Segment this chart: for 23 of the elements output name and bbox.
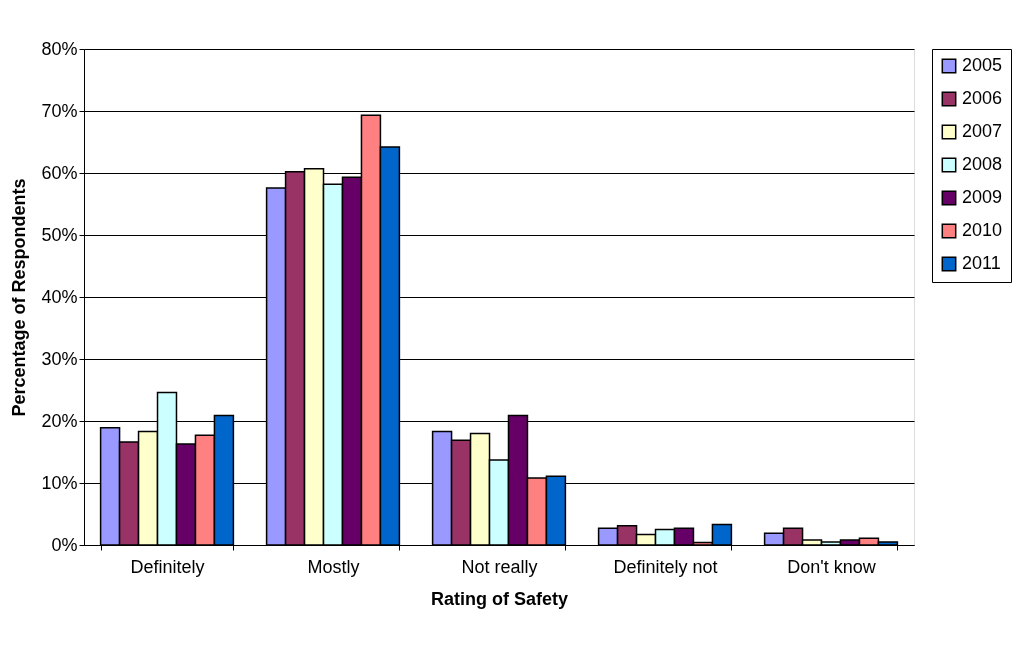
legend-label: 2007 [962,121,1003,141]
legend-label: 2006 [962,88,1003,108]
x-axis-title: Rating of Safety [430,588,569,609]
x-tick-label: Definitely [130,556,205,577]
y-tick-label: 80% [41,38,78,59]
y-tick-label: 40% [41,286,78,307]
y-tick-label: 30% [41,348,78,369]
y-tick-label: 0% [51,534,78,555]
y-tick-label: 10% [41,472,78,493]
legend-label: 2005 [962,55,1003,75]
y-tick-label: 20% [41,410,78,431]
x-tick-label: Not really [461,556,538,577]
y-tick-label: 50% [41,224,78,245]
legend-label: 2009 [962,187,1003,207]
x-tick-label: Don't know [787,556,877,577]
legend-label: 2010 [962,220,1003,240]
legend-label: 2008 [962,154,1003,174]
x-tick-label: Definitely not [613,556,718,577]
legend-label: 2011 [962,253,1001,273]
y-axis-title: Percentage of Respondents [9,178,30,417]
y-tick-label: 70% [41,100,78,121]
y-tick-label: 60% [41,162,78,183]
x-tick-label: Mostly [307,556,360,577]
